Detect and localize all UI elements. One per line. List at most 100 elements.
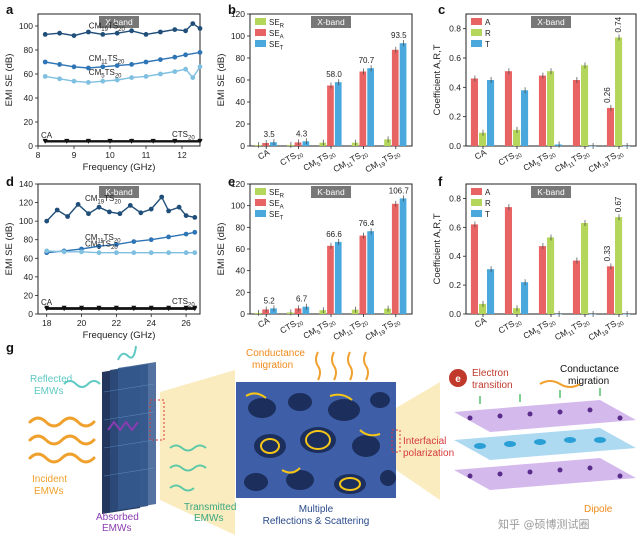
series-point-CM19TS20 bbox=[166, 208, 172, 214]
chart-a: a 0 20 40 60 80 100 EMI SE (dB) X-band 8 9 10 11 12 Fr… bbox=[4, 2, 203, 173]
cond-right-label-2: migration bbox=[568, 376, 609, 387]
bar-SET bbox=[367, 68, 374, 146]
conductance-label-2: migration bbox=[252, 360, 293, 371]
y-axis-label: EMI SE (dB) bbox=[4, 54, 15, 107]
bar-SER bbox=[254, 145, 262, 146]
y-tick-label: 120 bbox=[231, 179, 245, 189]
x-tick-label-part: 20 bbox=[582, 320, 591, 329]
x-tick-label: 24 bbox=[146, 318, 156, 328]
x-tick-label-part: TS bbox=[348, 318, 363, 332]
bar-value-label: 0.26 bbox=[603, 87, 612, 103]
interfacial-label-1: Interfacial bbox=[403, 436, 446, 447]
series-point-CM5TS20 bbox=[183, 66, 189, 72]
series-label-CM19TS20-part: 19 bbox=[97, 200, 104, 206]
y-tick-label: 40 bbox=[236, 266, 246, 276]
transmitted-emws-label: EMWs bbox=[194, 513, 223, 524]
series-point-CA bbox=[64, 139, 70, 144]
bar-SER bbox=[254, 312, 262, 314]
y-tick-label: 0.6 bbox=[449, 222, 461, 232]
series-point-CM11TS20 bbox=[158, 57, 163, 62]
series-point-CM19TS20 bbox=[96, 204, 102, 210]
band-badge-box bbox=[531, 16, 571, 28]
bar-SET bbox=[334, 241, 342, 314]
bar-A bbox=[504, 207, 512, 314]
series-point-CM19TS20 bbox=[114, 30, 120, 36]
bar-value-label: 106.7 bbox=[389, 186, 410, 195]
series-point-CM11TS20 bbox=[57, 62, 62, 67]
charts-layer: a 0 20 40 60 80 100 EMI SE (dB) X-band 8 9 10 11 12 Fr… bbox=[4, 2, 637, 345]
x-tick-label-part: CM bbox=[331, 327, 347, 342]
legend-swatch bbox=[471, 210, 482, 217]
series-point-CM11TS20 bbox=[183, 52, 189, 58]
series-point-CA bbox=[85, 139, 91, 144]
series-point-CM19TS20 bbox=[159, 194, 165, 200]
series-label-CM19TS20-part: CM bbox=[89, 21, 102, 30]
legend-label-part: SE bbox=[269, 18, 280, 27]
series-label-CTS20-part: 20 bbox=[188, 135, 195, 141]
x-tick-label-part: CA bbox=[256, 315, 272, 330]
series-point-CM19TS20 bbox=[197, 26, 203, 31]
series-point-CM5TS20 bbox=[100, 78, 106, 84]
y-axis-label: Coefficient A,R,T bbox=[432, 44, 443, 115]
legend-label: R bbox=[485, 199, 491, 208]
band-badge-box bbox=[99, 16, 139, 28]
x-tick-label: 18 bbox=[42, 318, 52, 328]
legend-label: A bbox=[485, 188, 491, 197]
panel-label-d: d bbox=[6, 174, 14, 189]
legend-label-part: T bbox=[485, 210, 490, 219]
chart-e: e 0 20 40 60 80 100 120 EMI SE (dB) K-band CA 5.2 CT… bbox=[216, 174, 413, 345]
series-label-CM11TS20-part: TS bbox=[107, 54, 117, 63]
legend-label-part: R bbox=[485, 29, 491, 38]
legend-swatch bbox=[255, 40, 266, 47]
bar-T bbox=[589, 314, 597, 315]
bar-SEA bbox=[327, 85, 334, 146]
x-tick-label-part: 20 bbox=[514, 152, 523, 161]
series-point-CM5TS20 bbox=[131, 250, 137, 256]
y-tick-label: 0.8 bbox=[449, 24, 461, 34]
series-point-CM5TS20 bbox=[172, 69, 178, 74]
legend-label-part: T bbox=[280, 46, 284, 52]
y-tick-label: 60 bbox=[236, 75, 246, 85]
bar-A bbox=[470, 78, 478, 146]
x-tick-label-part: TS bbox=[604, 150, 619, 164]
y-tick-label: 100 bbox=[231, 31, 245, 41]
band-badge-box bbox=[311, 186, 351, 198]
panel-label-b: b bbox=[228, 2, 236, 17]
x-tick-label: CM11TS20 bbox=[553, 147, 592, 177]
series-point-CM11TS20 bbox=[96, 243, 102, 249]
x-tick-label: 26 bbox=[181, 318, 191, 328]
series-point-CM11TS20 bbox=[131, 239, 137, 245]
legend-label-part: SE bbox=[269, 40, 280, 49]
series-point-CM19TS20 bbox=[143, 32, 149, 37]
x-tick-label: CM19TS20 bbox=[363, 315, 402, 345]
series-label-CA-part: CA bbox=[41, 298, 53, 307]
legend-label-part: SE bbox=[269, 199, 280, 208]
x-tick-label: CTS20 bbox=[496, 147, 523, 170]
legend-label-part: R bbox=[280, 24, 285, 30]
series-label-CM5TS20: CM5TS20 bbox=[85, 240, 118, 252]
x-tick-label-part: 11 bbox=[346, 329, 355, 338]
band-badge-box bbox=[311, 16, 351, 28]
y-tick-label: 80 bbox=[236, 53, 246, 63]
bar-T bbox=[555, 144, 563, 146]
x-tick-label-part: CTS bbox=[278, 318, 298, 335]
zoom-box-left bbox=[149, 399, 165, 441]
series-point-CM19TS20 bbox=[65, 214, 70, 219]
x-tick-label: CTS20 bbox=[278, 315, 305, 338]
series-point-CM19TS20 bbox=[127, 203, 133, 208]
series-point-CA bbox=[107, 139, 113, 144]
bar-T bbox=[589, 146, 597, 147]
x-tick-label-part: CA bbox=[473, 147, 489, 162]
x-tick-label: CA bbox=[473, 315, 489, 330]
y-tick-label: 60 bbox=[24, 253, 34, 263]
series-point-CA bbox=[166, 307, 172, 312]
series-point-CM19TS20 bbox=[129, 28, 135, 34]
x-tick-label-part: CM bbox=[521, 326, 537, 341]
x-tick-label-part: CM bbox=[587, 159, 603, 174]
series-label-CM11TS20-part: TS bbox=[104, 233, 114, 242]
bar-A bbox=[606, 107, 614, 146]
legend-swatch bbox=[255, 18, 266, 25]
y-tick-label: 100 bbox=[231, 201, 245, 211]
bar-R bbox=[547, 71, 555, 146]
